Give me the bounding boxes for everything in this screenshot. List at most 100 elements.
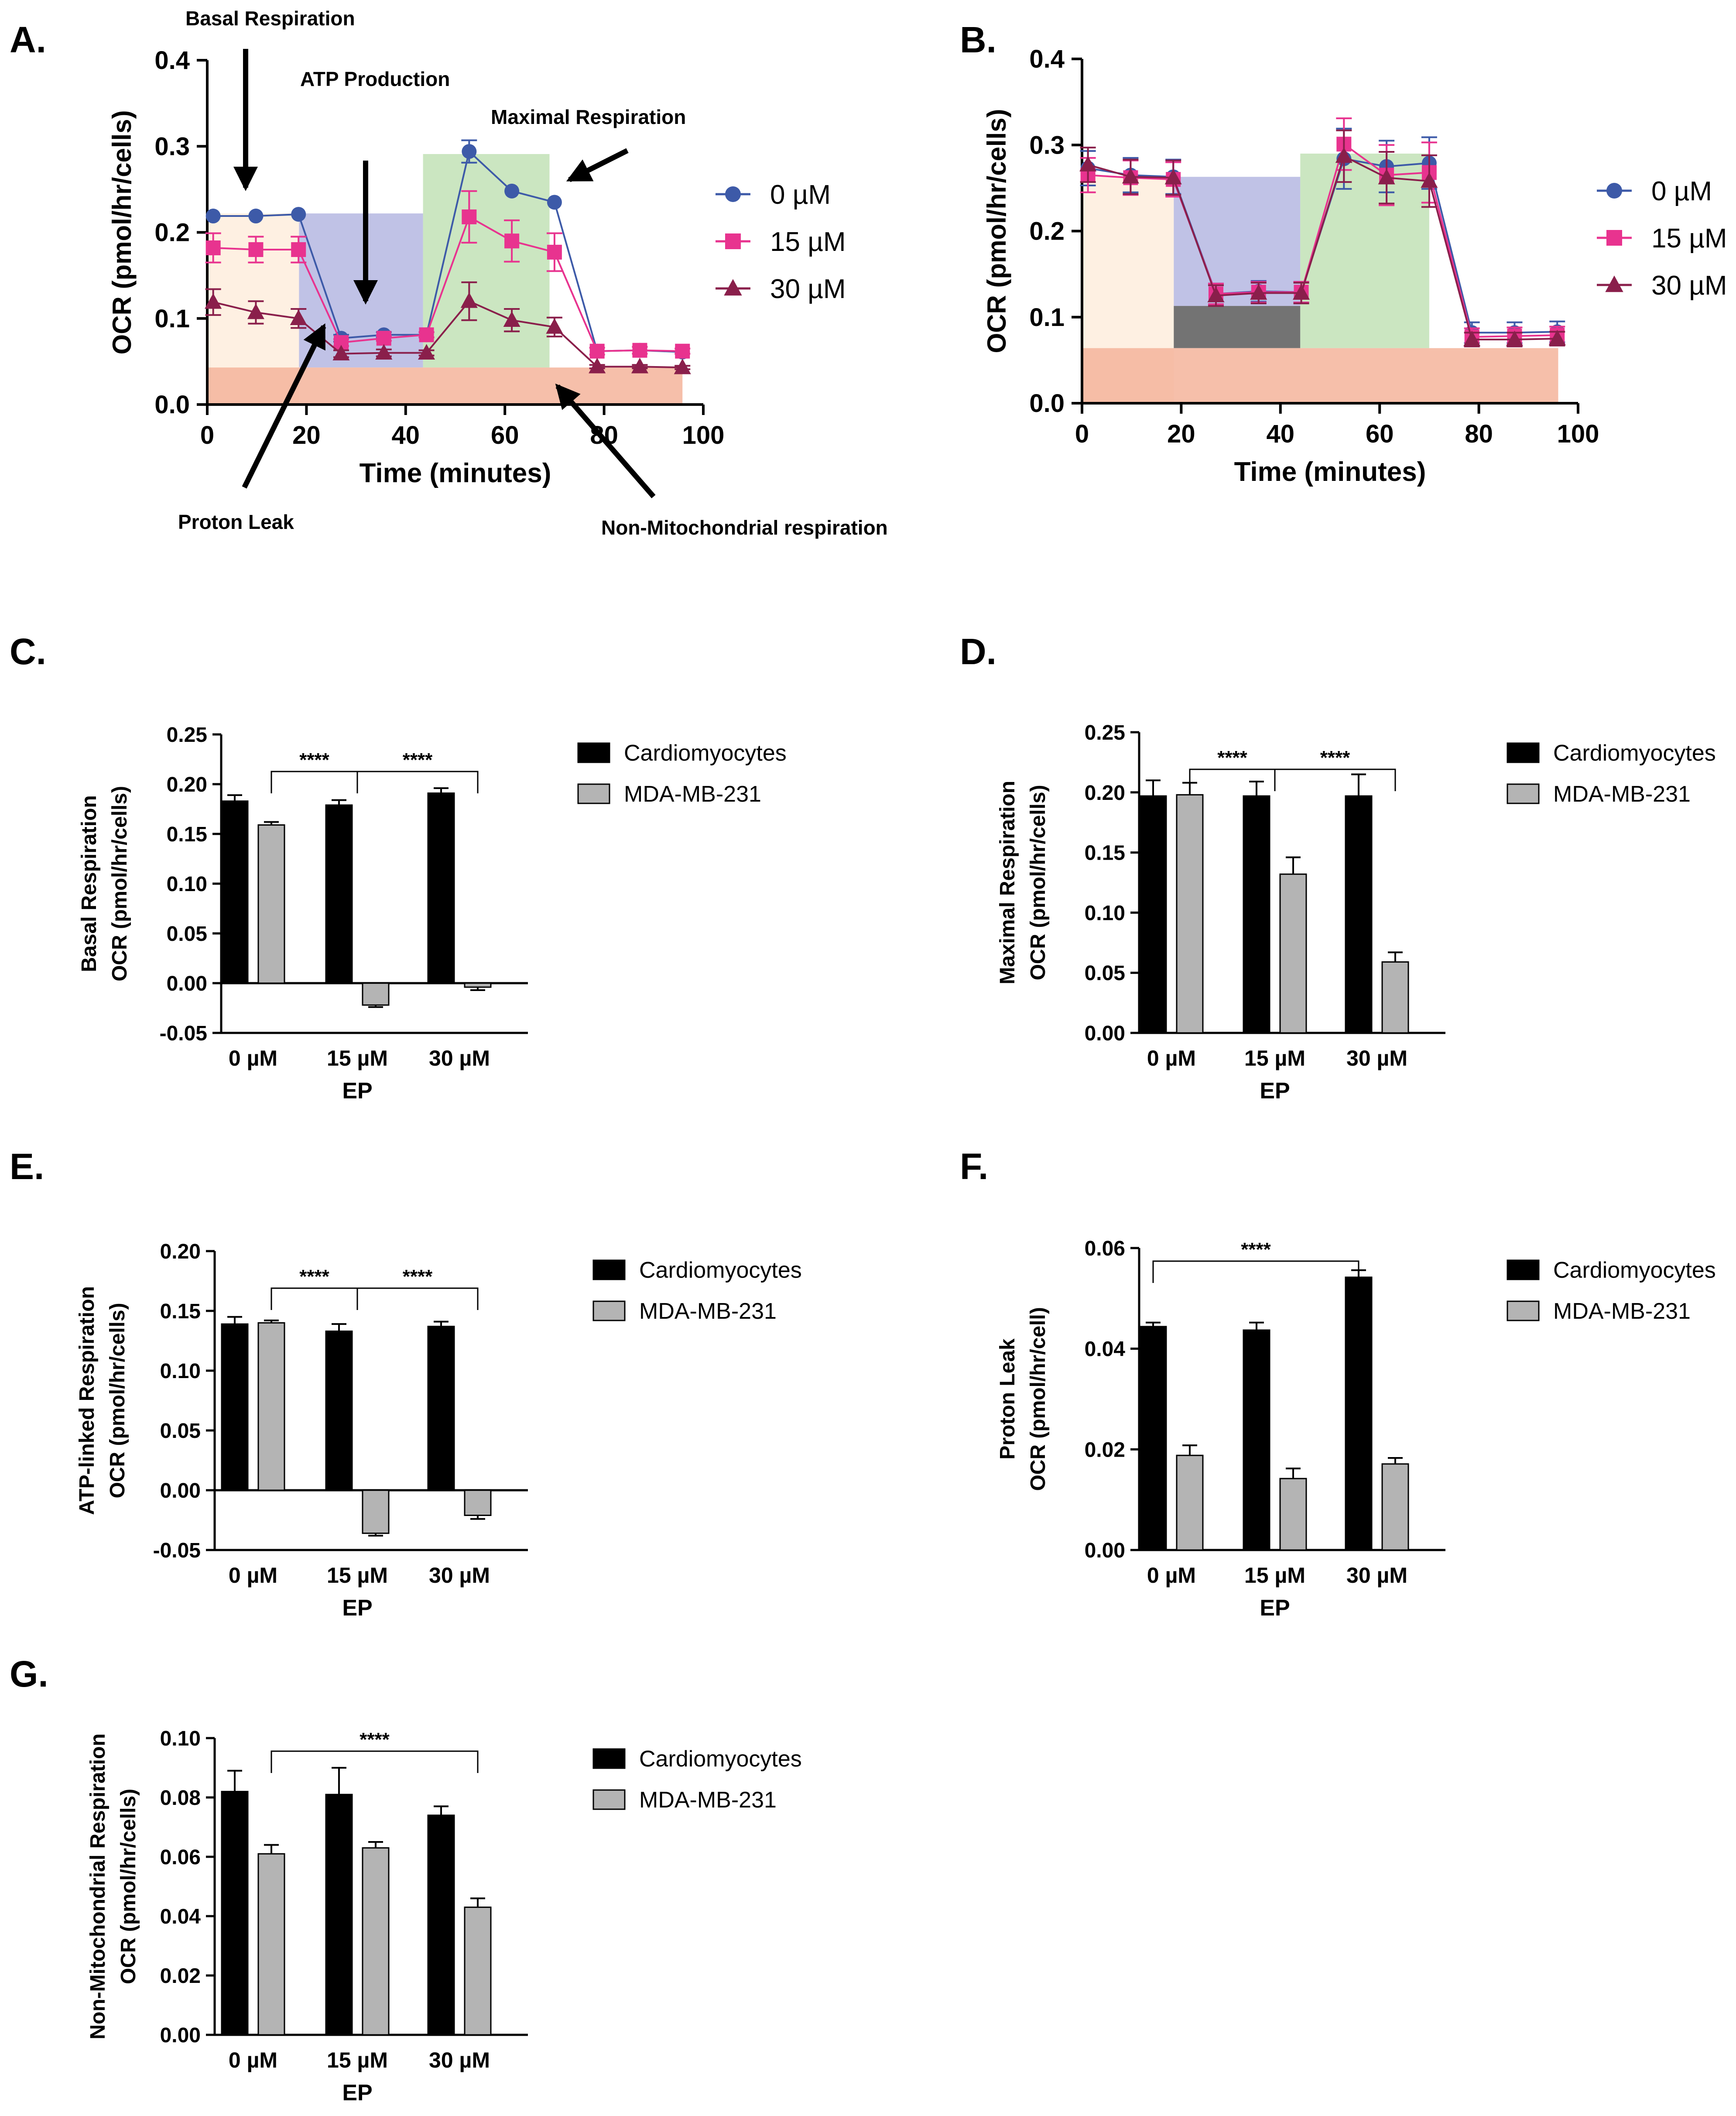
marker-triangle — [1421, 172, 1438, 188]
bar — [464, 1489, 492, 1516]
legend-label: MDA-MB-231 — [639, 1299, 777, 1324]
panel-f: F. 0.00 0.02 0.04 0.06 0 µM 15 µM 30 µM EP Proton… — [960, 1146, 1716, 1621]
x-tick-label: 0 µM — [229, 1046, 277, 1070]
bar — [325, 1331, 353, 1491]
series-cardiomyocytes — [221, 1316, 455, 1491]
panel-letter: B. — [960, 19, 996, 60]
x-tick-label: 15 µM — [1244, 1046, 1305, 1070]
y-tick-label: 0.1 — [154, 305, 190, 333]
x-tick-label: 0 — [1075, 420, 1089, 448]
y-tick-label: 0.10 — [160, 1360, 201, 1383]
marker-circle — [291, 207, 306, 222]
marker-square — [205, 240, 221, 256]
y-tick-label: 0.00 — [160, 2024, 201, 2047]
marker-triangle — [1164, 168, 1182, 185]
series-mda-mb-231 — [1176, 782, 1409, 1034]
series-1 — [205, 190, 691, 359]
series-mda-mb-231 — [1176, 1444, 1409, 1551]
series-2 — [205, 281, 691, 374]
marker-square — [248, 242, 264, 257]
marker-triangle — [1079, 156, 1097, 171]
marker-triangle — [674, 358, 691, 374]
marker-square — [462, 209, 477, 224]
bar — [362, 1489, 390, 1534]
marker-triangle — [332, 345, 350, 360]
bar — [325, 1794, 353, 2036]
y-tick-label: 0.15 — [167, 823, 207, 846]
y-tick-label: 0.20 — [167, 773, 207, 796]
y-tick-label: 0.05 — [160, 1420, 201, 1443]
significance-label: **** — [360, 1729, 390, 1750]
y-axis-label: OCR (pmol/hr/cell) — [1027, 1307, 1050, 1491]
marker-triangle — [546, 318, 563, 334]
y-tick-label: 0.4 — [1029, 45, 1065, 73]
legend-label: 0 µM — [1651, 176, 1712, 206]
panel-d: D. 0.00 0.05 0.10 0.15 0.20 0.25 0 µM 15 µM 30 µM… — [960, 631, 1716, 1104]
bar — [1345, 1276, 1373, 1551]
y-tick-label: 0.04 — [160, 1905, 201, 1928]
bar — [1139, 795, 1167, 1034]
y-tick-label: 0.10 — [1085, 902, 1125, 925]
y-tick-label: 0.4 — [154, 46, 190, 75]
series-mda-mb-231 — [257, 1319, 492, 1537]
y-tick-label: 0.15 — [160, 1300, 201, 1323]
y-tick-label: -0.05 — [160, 1022, 207, 1045]
y-tick-label: 0.06 — [160, 1846, 201, 1869]
legend-swatch — [592, 1748, 626, 1769]
annotation-maximal: Maximal Respiration — [491, 106, 686, 128]
marker-square — [291, 242, 306, 257]
significance-label: **** — [403, 1266, 433, 1287]
x-tick-label: 15 µM — [1244, 1563, 1305, 1588]
y-axis-label: OCR (pmol/hr/cells) — [106, 1303, 129, 1498]
marker-triangle — [1250, 284, 1267, 300]
x-tick-label: 0 µM — [1147, 1046, 1196, 1070]
marker-triangle — [503, 311, 520, 327]
x-tick-label: 0 µM — [229, 2048, 277, 2072]
legend-label: 30 µM — [1651, 271, 1727, 301]
marker-square — [547, 244, 562, 260]
marker-triangle — [460, 292, 478, 308]
y-axis-label: OCR (pmol/hr/cells) — [108, 786, 131, 981]
legend-swatch — [1507, 783, 1540, 804]
legend-label: 15 µM — [770, 227, 846, 257]
x-tick-label: 0 µM — [1147, 1563, 1196, 1588]
x-tick-label: 40 — [1267, 420, 1295, 448]
significance-label: **** — [1241, 1239, 1271, 1260]
bar — [1381, 1463, 1409, 1551]
arrow-maximal-head — [566, 159, 594, 182]
x-tick-label: 80 — [1465, 420, 1493, 448]
x-tick-label: 30 µM — [429, 2048, 490, 2072]
arrow-proton-head — [303, 323, 325, 351]
bar — [1243, 795, 1270, 1034]
x-tick-label: 60 — [1366, 420, 1394, 448]
marker-triangle — [1605, 275, 1623, 292]
legend-label: Cardiomyocytes — [639, 1746, 802, 1772]
y-axis-label: Basal Respiration — [78, 795, 101, 972]
y-tick-label: 0.3 — [1029, 131, 1065, 159]
y-tick-label: 0.25 — [1085, 721, 1125, 744]
panel-letter: E. — [10, 1146, 44, 1187]
marker-circle — [248, 209, 264, 224]
panel-c: C. -0.05 0.00 0.05 0.10 0.15 0.20 0.25 0 µM 15 µM… — [10, 631, 787, 1104]
marker-triangle — [1207, 287, 1225, 302]
marker-circle — [504, 183, 520, 199]
bar — [427, 1326, 455, 1491]
y-tick-label: 0.20 — [160, 1240, 201, 1263]
marker-square — [675, 343, 690, 359]
region-nonmito — [1082, 348, 1558, 403]
legend-label: MDA-MB-231 — [639, 1787, 777, 1813]
legend-swatch — [577, 742, 610, 763]
x-axis-label: EP — [342, 1078, 372, 1104]
series-line — [213, 300, 683, 369]
bar — [1243, 1329, 1270, 1551]
y-tick-label: 0.10 — [167, 873, 207, 896]
marker-triangle — [1506, 330, 1524, 346]
bar — [257, 1322, 285, 1491]
bar — [427, 1814, 455, 2036]
y-tick-label: 0.00 — [160, 1479, 201, 1502]
bar — [1279, 873, 1307, 1034]
bar — [1381, 961, 1409, 1034]
significance-bracket — [271, 1750, 479, 1773]
legend-label: Cardiomyocytes — [1553, 741, 1716, 766]
